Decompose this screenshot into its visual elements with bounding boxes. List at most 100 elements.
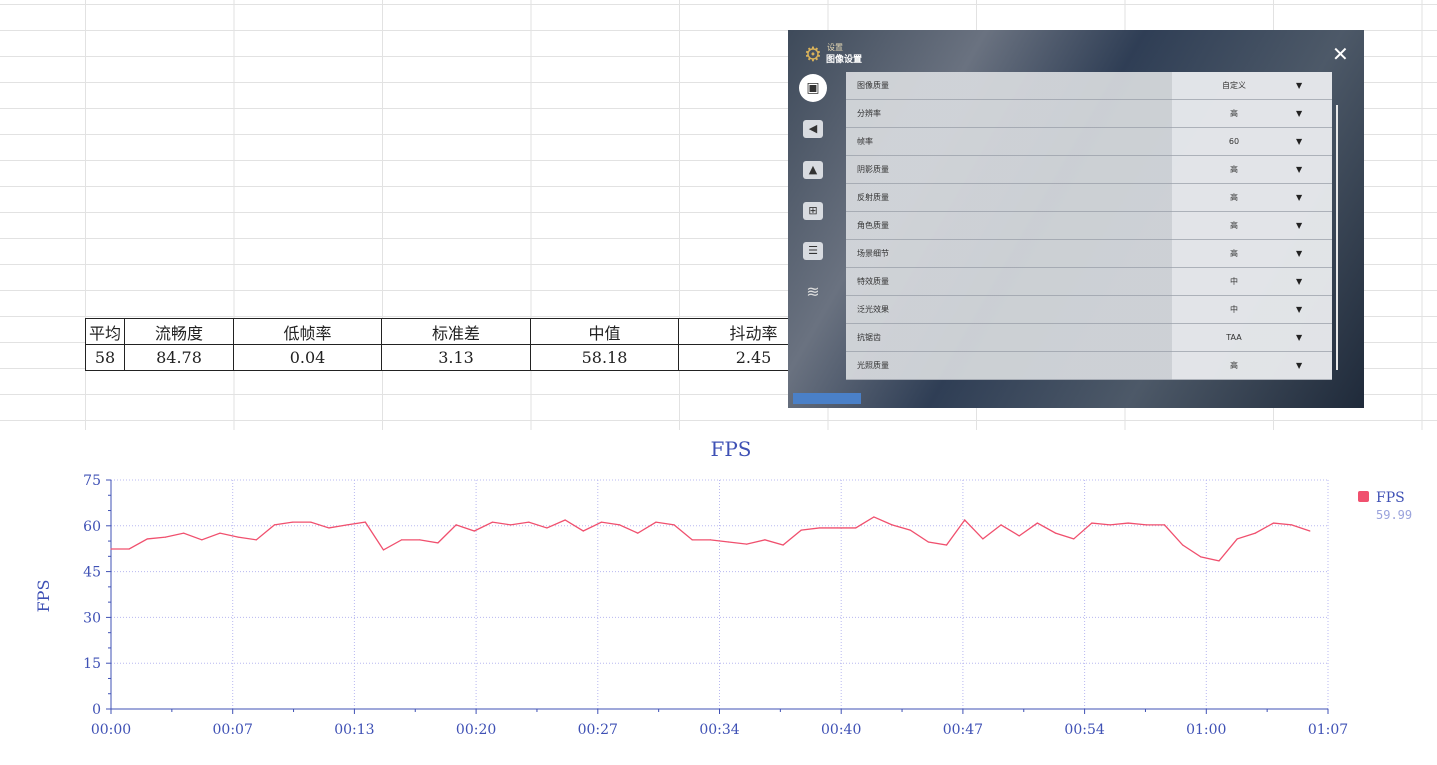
notification-icon[interactable]: ▲ bbox=[803, 161, 823, 179]
value-cell[interactable]: 58.18 bbox=[530, 344, 679, 371]
data-point bbox=[618, 524, 621, 526]
data-point bbox=[110, 548, 112, 550]
data-point bbox=[219, 532, 221, 534]
account-icon[interactable]: ☰ bbox=[803, 242, 823, 260]
setting-value[interactable]: 高 bbox=[1230, 193, 1238, 202]
data-point bbox=[564, 519, 566, 521]
setting-row[interactable]: 场景细节 高 ▼ bbox=[846, 240, 1332, 268]
layers-icon[interactable]: ≋ bbox=[806, 282, 820, 301]
header-cell[interactable]: 低帧率 bbox=[233, 318, 382, 345]
setting-value[interactable]: 中 bbox=[1230, 305, 1238, 314]
data-point bbox=[364, 521, 366, 523]
setting-value[interactable]: 高 bbox=[1230, 361, 1238, 370]
setting-label: 特效质量 bbox=[857, 277, 889, 286]
data-point bbox=[1018, 535, 1020, 537]
confirm-button[interactable] bbox=[793, 393, 861, 404]
setting-row[interactable]: 反射质量 高 ▼ bbox=[846, 184, 1332, 212]
setting-label: 分辨率 bbox=[857, 109, 881, 118]
setting-value[interactable]: 高 bbox=[1230, 109, 1238, 118]
data-point bbox=[1073, 538, 1075, 540]
setting-row[interactable]: 图像质量 自定义 ▼ bbox=[846, 72, 1332, 100]
setting-value[interactable]: 高 bbox=[1230, 221, 1238, 230]
x-tick-label: 01:07 bbox=[1308, 722, 1348, 738]
setting-row[interactable]: 角色质量 高 ▼ bbox=[846, 212, 1332, 240]
setting-value[interactable]: 高 bbox=[1230, 249, 1238, 258]
dropdown-arrow-icon[interactable]: ▼ bbox=[1296, 165, 1303, 174]
data-point bbox=[727, 541, 730, 543]
setting-row[interactable]: 帧率 60 ▼ bbox=[846, 128, 1332, 156]
y-tick-label: 30 bbox=[83, 610, 101, 626]
data-point bbox=[401, 539, 403, 541]
data-point bbox=[1236, 538, 1238, 540]
data-point bbox=[945, 544, 948, 546]
dropdown-arrow-icon[interactable]: ▼ bbox=[1296, 277, 1303, 286]
x-tick-label: 00:13 bbox=[334, 722, 374, 738]
data-point bbox=[382, 549, 385, 551]
data-point bbox=[1218, 560, 1220, 562]
setting-value[interactable]: 高 bbox=[1230, 165, 1238, 174]
dropdown-arrow-icon[interactable]: ▼ bbox=[1296, 249, 1303, 258]
y-tick-label: 60 bbox=[83, 519, 101, 535]
y-axis-label: FPS bbox=[34, 580, 53, 613]
data-point bbox=[691, 539, 693, 541]
data-point bbox=[673, 524, 675, 526]
setting-value[interactable]: 中 bbox=[1230, 277, 1238, 286]
data-point bbox=[964, 519, 966, 521]
dropdown-arrow-icon[interactable]: ▼ bbox=[1296, 305, 1303, 314]
sound-icon[interactable]: ◀ bbox=[803, 120, 823, 138]
setting-label: 泛光效果 bbox=[857, 305, 889, 314]
data-point bbox=[1091, 522, 1093, 524]
display-icon[interactable]: ▣ bbox=[799, 74, 827, 102]
table-header-row: 平均 流畅度 低帧率 标准差 中值 抖动率 bbox=[85, 318, 829, 345]
data-point bbox=[164, 536, 167, 538]
data-point bbox=[818, 527, 821, 529]
data-point bbox=[310, 521, 312, 523]
data-point bbox=[982, 538, 984, 540]
data-point bbox=[292, 521, 294, 523]
header-cell[interactable]: 平均 bbox=[85, 318, 125, 345]
setting-row[interactable]: 泛光效果 中 ▼ bbox=[846, 296, 1332, 324]
value-cell[interactable]: 0.04 bbox=[233, 344, 382, 371]
gear-icon: ⚙ bbox=[804, 42, 822, 66]
setting-row[interactable]: 阴影质量 高 ▼ bbox=[846, 156, 1332, 184]
scrollbar[interactable] bbox=[1336, 105, 1338, 370]
close-icon[interactable]: ✕ bbox=[1332, 42, 1349, 66]
settings-list: 图像质量 自定义 ▼ 分辨率高 ▼ 帧率 60 ▼ 阴影质量高 ▼ 反射质量高 ▼ 角色质量高 ▼ 场景细节… bbox=[846, 72, 1332, 380]
data-point bbox=[1000, 524, 1002, 526]
legend-value: 59.99 bbox=[1376, 508, 1412, 522]
data-point bbox=[255, 539, 257, 541]
data-point bbox=[782, 544, 784, 546]
setting-row[interactable]: 抗锯齿 TAA ▼ bbox=[846, 324, 1332, 352]
value-cell[interactable]: 84.78 bbox=[124, 344, 234, 371]
dropdown-arrow-icon[interactable]: ▼ bbox=[1296, 81, 1303, 90]
setting-value[interactable]: 60 bbox=[1228, 137, 1240, 146]
dropdown-arrow-icon[interactable]: ▼ bbox=[1296, 361, 1303, 370]
value-cell[interactable]: 58 bbox=[85, 344, 125, 371]
setting-value[interactable]: 自定义 bbox=[1222, 81, 1246, 90]
dropdown-arrow-icon[interactable]: ▼ bbox=[1296, 193, 1303, 202]
data-point bbox=[201, 539, 203, 541]
dropdown-arrow-icon[interactable]: ▼ bbox=[1296, 109, 1303, 118]
data-point bbox=[709, 539, 712, 541]
dropdown-arrow-icon[interactable]: ▼ bbox=[1296, 333, 1303, 342]
x-tick-label: 00:34 bbox=[699, 722, 739, 738]
setting-label: 阴影质量 bbox=[857, 165, 889, 174]
data-point bbox=[1182, 544, 1184, 546]
x-tick-label: 01:00 bbox=[1186, 722, 1226, 738]
setting-row[interactable]: 光照质量 高 ▼ bbox=[846, 352, 1332, 380]
controls-icon[interactable]: ⊞ bbox=[803, 202, 823, 220]
stats-table: 平均 流畅度 低帧率 标准差 中值 抖动率 58 84.78 0.04 3.13… bbox=[85, 318, 829, 371]
data-point bbox=[873, 516, 875, 518]
data-point bbox=[1272, 522, 1275, 524]
data-point bbox=[891, 524, 893, 526]
dropdown-arrow-icon[interactable]: ▼ bbox=[1296, 137, 1303, 146]
value-cell[interactable]: 3.13 bbox=[381, 344, 531, 371]
setting-row[interactable]: 特效质量 中 ▼ bbox=[846, 268, 1332, 296]
setting-value[interactable]: TAA bbox=[1226, 333, 1242, 342]
setting-row[interactable]: 分辨率 高 ▼ bbox=[846, 100, 1332, 128]
y-tick-label: 45 bbox=[83, 565, 101, 581]
dropdown-arrow-icon[interactable]: ▼ bbox=[1296, 221, 1303, 230]
legend-label[interactable]: FPS bbox=[1376, 490, 1405, 506]
setting-label: 反射质量 bbox=[857, 193, 889, 202]
